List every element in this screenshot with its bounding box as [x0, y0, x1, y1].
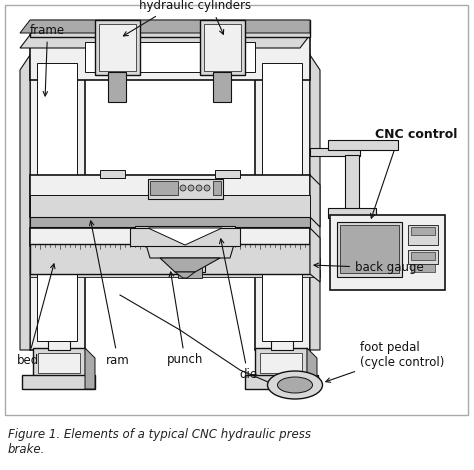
Polygon shape [160, 258, 220, 272]
Bar [30, 175, 310, 217]
Bar [30, 217, 310, 227]
Bar [408, 250, 438, 264]
Bar [30, 55, 85, 350]
Bar [255, 55, 310, 350]
Bar [175, 252, 205, 272]
Bar [30, 244, 310, 274]
Bar [213, 72, 231, 102]
Bar [5, 5, 468, 415]
Polygon shape [30, 258, 320, 265]
Bar [262, 63, 302, 341]
Text: foot pedal
(cycle control): foot pedal (cycle control) [326, 341, 444, 382]
Polygon shape [310, 228, 320, 282]
Circle shape [188, 185, 194, 191]
Bar [328, 208, 376, 218]
Bar [130, 228, 240, 246]
Bar [30, 228, 310, 246]
Polygon shape [175, 272, 195, 278]
Circle shape [204, 185, 210, 191]
Polygon shape [20, 20, 310, 33]
Circle shape [196, 185, 202, 191]
Bar [108, 72, 126, 102]
Bar [245, 375, 318, 389]
Text: CNC control: CNC control [375, 128, 457, 141]
Ellipse shape [267, 371, 322, 399]
Bar [85, 42, 255, 72]
Bar [408, 225, 438, 245]
Bar [38, 353, 80, 373]
Bar [340, 225, 399, 273]
Polygon shape [307, 348, 317, 389]
Polygon shape [85, 348, 95, 389]
Text: hydraulic cylinders: hydraulic cylinders [139, 0, 251, 12]
Bar [150, 181, 178, 195]
Bar [178, 268, 202, 278]
Bar [255, 348, 307, 378]
Polygon shape [20, 55, 30, 350]
Bar [337, 222, 402, 277]
Text: bed: bed [17, 264, 55, 367]
Bar [330, 215, 445, 290]
Text: back gauge: back gauge [314, 261, 424, 274]
Bar [411, 252, 435, 260]
Bar [30, 195, 310, 217]
Bar [204, 24, 241, 71]
Bar [22, 375, 95, 389]
Bar [345, 155, 359, 210]
Bar [99, 24, 136, 71]
Bar [33, 348, 85, 378]
Bar [30, 35, 310, 80]
Bar [215, 170, 240, 178]
Bar [260, 353, 302, 373]
Polygon shape [30, 270, 320, 277]
Bar [48, 278, 70, 350]
Bar [310, 148, 360, 156]
Bar [328, 140, 398, 150]
Bar [37, 63, 77, 341]
Bar [200, 20, 245, 75]
Bar [100, 170, 125, 178]
Text: ram: ram [90, 221, 130, 367]
Text: frame: frame [30, 24, 65, 96]
Text: die: die [219, 239, 257, 382]
Polygon shape [145, 241, 235, 258]
Bar [95, 20, 140, 75]
Text: punch: punch [167, 272, 203, 367]
Bar [30, 20, 310, 37]
Polygon shape [20, 35, 310, 48]
Bar [411, 264, 435, 272]
Polygon shape [310, 175, 320, 227]
Polygon shape [148, 228, 222, 245]
Bar [135, 226, 235, 241]
Circle shape [180, 185, 186, 191]
Bar [148, 179, 223, 199]
Text: Figure 1. Elements of a typical CNC hydraulic press
brake.: Figure 1. Elements of a typical CNC hydr… [8, 428, 311, 456]
Bar [213, 181, 221, 195]
Bar [271, 278, 293, 350]
Bar [411, 227, 435, 235]
Ellipse shape [277, 377, 312, 393]
Polygon shape [310, 55, 320, 350]
